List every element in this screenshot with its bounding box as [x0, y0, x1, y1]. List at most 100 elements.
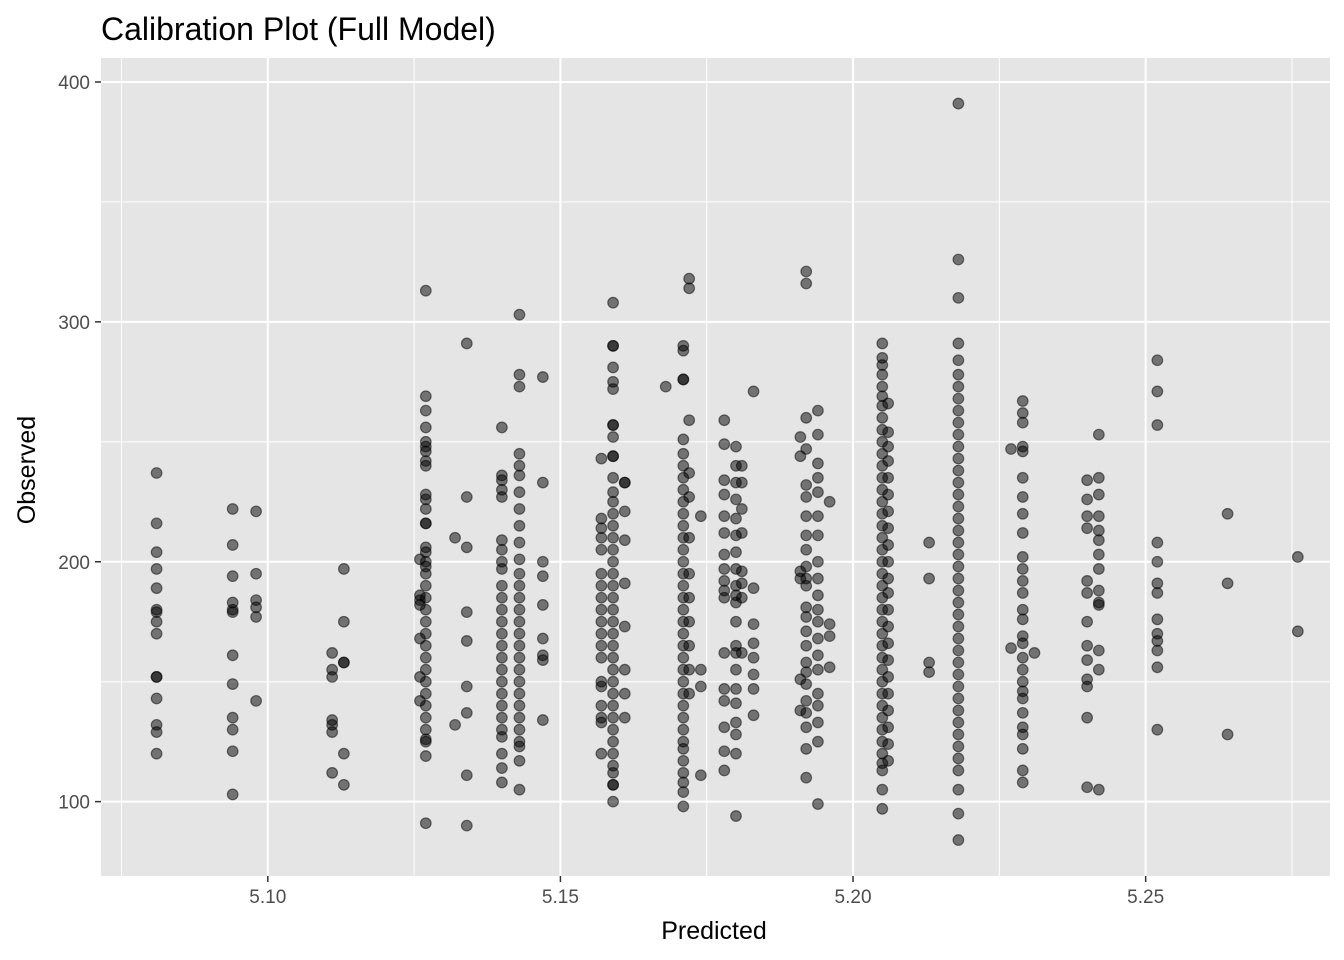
data-point [607, 296, 619, 309]
data-point [513, 627, 526, 640]
data-point [419, 750, 432, 762]
data-point [735, 503, 748, 515]
data-point [1092, 471, 1105, 484]
data-point [677, 800, 690, 813]
major-gridlines [101, 58, 1330, 876]
data-point [495, 579, 508, 592]
data-point [618, 577, 631, 590]
data-point [677, 742, 690, 755]
data-point [876, 368, 889, 381]
data-point [1028, 647, 1041, 659]
data-point [419, 517, 432, 530]
data-point [419, 503, 432, 515]
data-point [1016, 416, 1029, 429]
data-point [326, 766, 339, 779]
data-point [659, 380, 672, 393]
data-point [730, 728, 742, 741]
data-point [460, 541, 473, 554]
data-point [718, 548, 731, 561]
data-point [876, 764, 889, 777]
data-point [495, 591, 508, 604]
data-point [1291, 625, 1304, 638]
data-point [730, 747, 742, 760]
data-point [800, 721, 813, 734]
data-point [460, 819, 473, 832]
data-point [1092, 510, 1105, 523]
data-point [337, 615, 350, 628]
data-point [677, 711, 690, 724]
data-point [607, 639, 619, 652]
data-point [1151, 354, 1164, 367]
data-point [513, 687, 526, 700]
data-point [513, 368, 526, 381]
data-point [923, 666, 936, 678]
data-point [1016, 651, 1029, 664]
data-point [882, 440, 895, 453]
data-point [1016, 575, 1029, 587]
data-point [513, 675, 526, 688]
data-point [419, 615, 432, 628]
data-point [595, 680, 608, 693]
data-point [812, 632, 824, 645]
data-point [513, 711, 526, 724]
data-point [536, 555, 549, 568]
data-point [595, 543, 608, 556]
data-point [419, 591, 432, 604]
data-point [1081, 510, 1094, 523]
data-point [1081, 654, 1094, 667]
data-point [800, 411, 813, 424]
data-point [812, 471, 824, 484]
data-point [952, 500, 965, 513]
data-point [607, 339, 619, 352]
data-point [730, 440, 742, 453]
data-point [952, 97, 965, 110]
data-point [1151, 587, 1164, 599]
data-point [812, 716, 824, 729]
plot-panel [101, 58, 1330, 876]
data-point [595, 603, 608, 616]
data-point [882, 754, 895, 767]
data-point [800, 742, 813, 755]
data-point [677, 579, 690, 592]
data-point [595, 747, 608, 760]
chart-title: Calibration Plot (Full Model) [101, 11, 496, 47]
data-point [694, 680, 707, 693]
y-tick-label: 200 [58, 553, 90, 574]
data-point [730, 546, 742, 559]
data-point [1151, 555, 1164, 568]
data-point [718, 721, 731, 734]
data-point [677, 519, 690, 532]
data-point [419, 284, 432, 297]
data-point [226, 606, 239, 619]
data-point [735, 577, 748, 590]
y-axis-title: Observed [13, 416, 41, 524]
data-point [677, 723, 690, 736]
data-point [882, 637, 895, 650]
data-point [607, 431, 619, 443]
data-point [607, 766, 619, 779]
data-point [952, 680, 965, 693]
data-point [800, 579, 813, 592]
data-point [952, 584, 965, 597]
data-point [718, 591, 731, 604]
data-point [150, 670, 163, 683]
data-point [1092, 663, 1105, 676]
data-point [812, 589, 824, 602]
y-tick-label: 100 [58, 793, 90, 814]
data-point [952, 524, 965, 537]
data-point [694, 769, 707, 782]
data-point [607, 519, 619, 532]
data-point [1081, 522, 1094, 535]
data-point [677, 507, 690, 520]
data-point [513, 723, 526, 736]
data-point [800, 491, 813, 503]
data-point [607, 591, 619, 604]
data-point [1016, 613, 1029, 626]
data-point [607, 747, 619, 760]
data-point [1092, 534, 1105, 547]
data-point [250, 505, 262, 518]
data-point [460, 337, 473, 350]
x-tick-label: 5.15 [542, 887, 579, 908]
data-point [326, 647, 339, 659]
data-point [677, 675, 690, 688]
